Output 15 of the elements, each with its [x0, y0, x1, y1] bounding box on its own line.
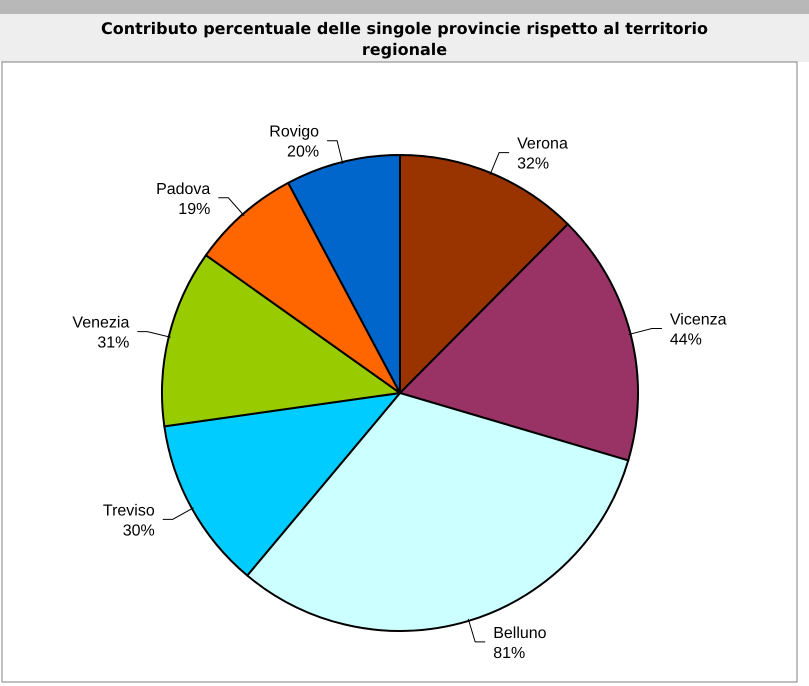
slice-label: Verona: [517, 136, 568, 153]
data-label: 81%: [493, 644, 526, 662]
slice-label: Vicenza: [670, 312, 727, 329]
slice-label: Treviso: [102, 502, 155, 520]
slice-label: Venezia: [72, 314, 130, 332]
data-label: 19%: [178, 200, 210, 218]
data-label: 31%: [97, 334, 130, 352]
data-label: 32%: [517, 156, 550, 173]
slice-label: Padova: [156, 180, 210, 198]
data-label: 20%: [287, 144, 320, 161]
data-label: 44%: [670, 332, 702, 349]
data-label: 30%: [122, 522, 155, 540]
chart-title: Contributo percentuale delle singole provincie rispetto al territorio regionale: [100, 19, 708, 59]
slice-label: Belluno: [493, 624, 547, 642]
slice-label: Rovigo: [269, 124, 320, 141]
